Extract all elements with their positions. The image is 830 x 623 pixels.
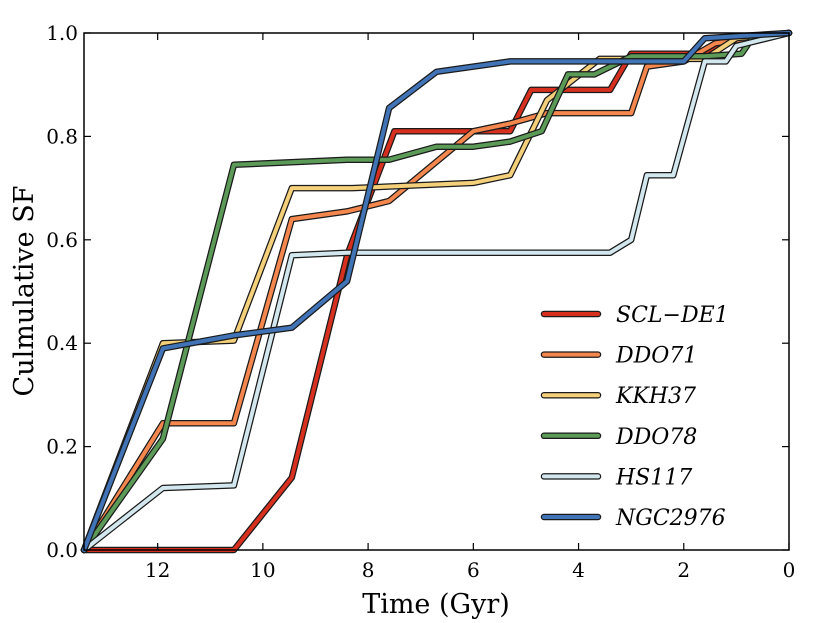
legend: SCL−DE1 DDO71 KKH37 DDO78 HS117 NGC2976 — [540, 303, 729, 531]
series-layer — [80, 29, 793, 554]
series-stroke — [82, 31, 791, 552]
x-tick-label: 4 — [572, 558, 585, 582]
legend-entry-ngc2976: NGC2976 — [540, 506, 726, 531]
x-tick-label: 10 — [250, 558, 275, 582]
y-axis-label: Culmulative SF — [9, 186, 40, 397]
plot-frame — [83, 32, 790, 551]
y-tick-label: 0.0 — [46, 538, 78, 562]
series-stroke — [82, 31, 791, 552]
x-tick-label: 2 — [677, 558, 690, 582]
legend-label: DDO78 — [615, 425, 697, 450]
legend-label: NGC2976 — [615, 506, 726, 531]
x-tick-label: 12 — [145, 558, 170, 582]
legend-entry-scl-de1: SCL−DE1 — [540, 303, 729, 328]
legend-label: KKH37 — [615, 384, 696, 409]
y-tick-label: 1.0 — [46, 21, 78, 45]
legend-entry-ddo71: DDO71 — [540, 344, 697, 369]
x-tick-label: 0 — [783, 558, 796, 582]
y-tick-label: 0.2 — [46, 435, 78, 459]
legend-label: DDO71 — [615, 344, 697, 369]
series-stroke — [82, 31, 791, 552]
series-line-scl-de1 — [80, 29, 793, 554]
ticks-layer: 12 10 8 6 4 2 0 0.0 0.2 0.4 0.6 0.8 1.0 — [46, 21, 795, 582]
legend-label: SCL−DE1 — [616, 303, 729, 328]
x-tick-label: 6 — [467, 558, 480, 582]
y-tick-label: 0.4 — [46, 331, 78, 355]
legend-entry-kkh37: KKH37 — [540, 384, 696, 409]
legend-entry-hs117: HS117 — [540, 465, 692, 490]
series-stroke — [82, 31, 791, 552]
x-axis-label: Time (Gyr) — [362, 589, 510, 620]
y-tick-label: 0.6 — [46, 228, 78, 252]
series-line-ddo78 — [80, 29, 793, 554]
legend-entry-ddo78: DDO78 — [540, 425, 697, 450]
series-line-ngc2976 — [80, 29, 793, 554]
x-tick-label: 8 — [362, 558, 375, 582]
y-tick-label: 0.8 — [46, 124, 78, 148]
legend-label: HS117 — [615, 465, 692, 490]
series-line-hs117 — [80, 29, 793, 554]
